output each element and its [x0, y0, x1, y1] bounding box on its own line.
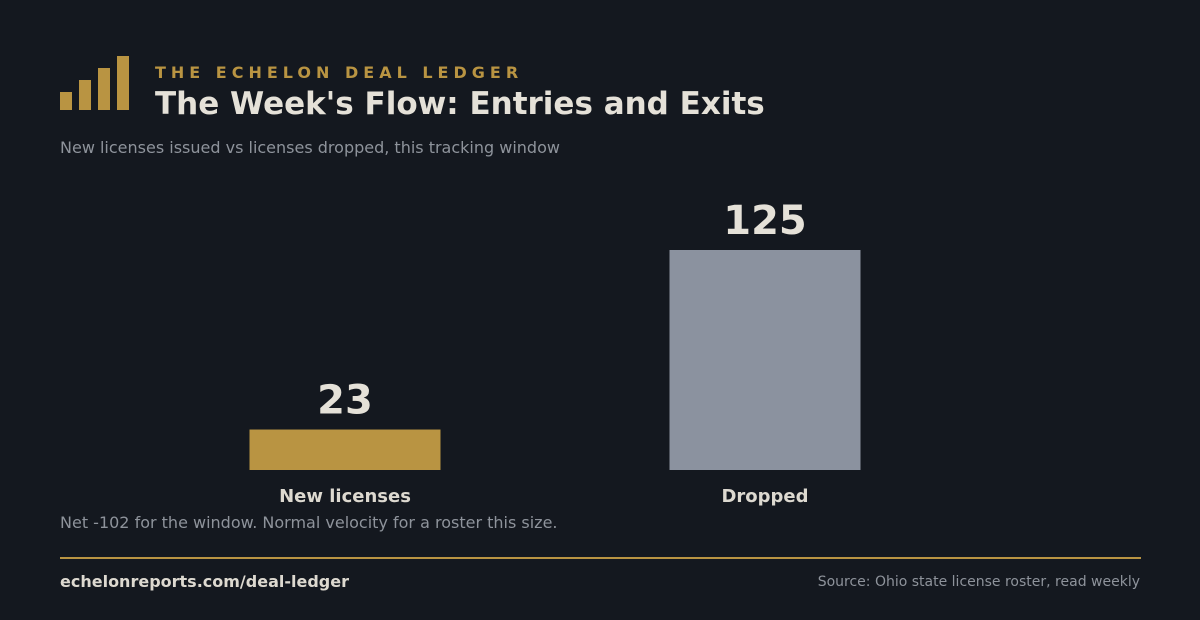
- chart-subtitle: New licenses issued vs licenses dropped,…: [60, 138, 560, 157]
- logo-bar: [60, 92, 72, 110]
- footer-divider: [60, 557, 1141, 559]
- data-label: 23: [317, 378, 373, 424]
- bar-chart-icon: [60, 54, 130, 110]
- logo-bar: [79, 80, 91, 110]
- footer-link[interactable]: echelonreports.com/deal-ledger: [60, 572, 349, 591]
- source-note: Source: Ohio state license roster, read …: [817, 574, 1140, 590]
- category-label: Dropped: [721, 486, 808, 507]
- bar-new-licenses: [249, 429, 441, 470]
- logo-bar: [98, 68, 110, 110]
- chart-note: Net -102 for the window. Normal velocity…: [60, 513, 558, 532]
- category-label: New licenses: [279, 486, 411, 507]
- data-label: 125: [723, 198, 807, 244]
- bar-dropped: [669, 250, 861, 470]
- publication-kicker: THE ECHELON DEAL LEDGER: [155, 63, 524, 82]
- logo-bar: [117, 56, 129, 110]
- chart-title: The Week's Flow: Entries and Exits: [155, 86, 765, 122]
